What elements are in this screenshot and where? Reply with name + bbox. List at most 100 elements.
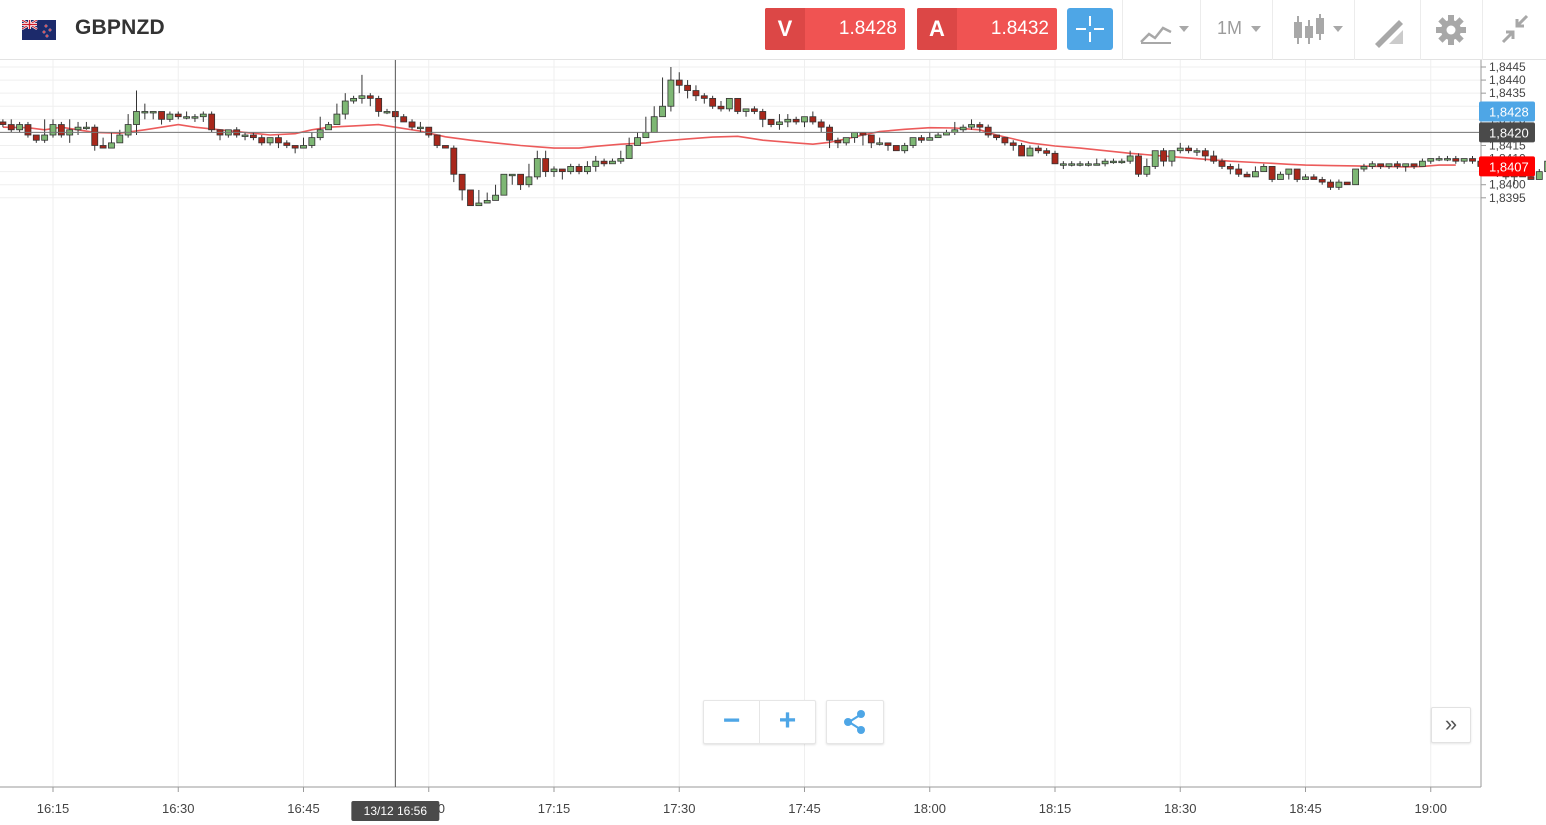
price-chart[interactable]: 1,84451,84401,84351,84301,84251,84201,84…: [0, 60, 1546, 825]
sell-button[interactable]: V 1.8428: [765, 8, 905, 50]
candle-body: [1343, 181, 1351, 186]
candle: [116, 129, 124, 144]
candle-body: [1252, 171, 1259, 178]
crosshair-time-tag: 13/12 16:56: [351, 801, 440, 821]
candle: [1135, 153, 1142, 177]
crosshair-icon: [1076, 16, 1104, 42]
candlestick-icon: [1294, 14, 1343, 44]
candle: [208, 111, 216, 133]
settings-button[interactable]: [1420, 0, 1482, 60]
buy-button[interactable]: A 1.8432: [917, 8, 1057, 50]
candle-body: [1335, 181, 1343, 188]
candle-body: [1009, 142, 1017, 146]
bid-price-tag-bg: [1479, 101, 1535, 122]
candle-body: [166, 113, 174, 120]
candle-body: [341, 100, 349, 115]
candle-body: [542, 158, 550, 173]
candle-body: [734, 97, 742, 112]
candle: [1101, 158, 1109, 167]
candle-body: [408, 121, 416, 128]
candle: [776, 114, 783, 130]
candle-body: [1419, 160, 1426, 167]
candle-body: [609, 160, 616, 165]
candle-body: [1226, 166, 1234, 170]
sell-price: 1.8428: [838, 18, 897, 39]
candle-body: [358, 95, 366, 99]
candle-body: [308, 137, 316, 146]
candle: [884, 142, 892, 151]
candle: [968, 119, 975, 130]
candle-body: [1285, 168, 1293, 175]
candle: [32, 134, 40, 143]
candle: [141, 103, 149, 120]
candle: [49, 119, 57, 138]
candle: [433, 134, 441, 149]
crosshair-price-tag-bg: [1479, 122, 1535, 143]
collapse-button[interactable]: [1482, 0, 1546, 60]
candle-body: [842, 137, 850, 144]
candle: [358, 74, 366, 104]
candle: [224, 129, 232, 138]
candle: [1034, 145, 1042, 154]
drawing-tools-button[interactable]: [1354, 0, 1420, 60]
candle: [684, 80, 691, 99]
candle-body: [266, 137, 274, 144]
crosshair-button[interactable]: [1067, 8, 1113, 50]
candle-body: [450, 147, 458, 175]
zoom-in-button[interactable]: +: [778, 704, 797, 737]
candle-body: [959, 126, 967, 131]
chart-type-dropdown[interactable]: [1122, 0, 1200, 60]
candle-body: [1293, 168, 1301, 180]
candle-body: [492, 194, 499, 201]
candle-body: [174, 113, 182, 118]
candle: [1368, 161, 1376, 170]
y-tick-label: 1,8400: [1489, 178, 1526, 192]
candle: [550, 166, 558, 177]
candle-body: [1085, 163, 1092, 166]
candle: [1535, 169, 1543, 180]
candle-body: [600, 160, 608, 165]
zoom-out-button[interactable]: −: [704, 701, 760, 743]
candle-body: [99, 145, 107, 149]
candle: [984, 124, 992, 138]
candle-body: [1068, 163, 1076, 166]
share-button[interactable]: [826, 700, 884, 744]
candle: [717, 101, 725, 112]
candle: [976, 121, 984, 133]
candle: [634, 132, 641, 146]
candle: [1185, 145, 1192, 154]
candle-style-dropdown[interactable]: [1272, 0, 1354, 60]
candle-body: [742, 108, 750, 112]
crosshair-time-label: 13/12 16:56: [364, 804, 428, 818]
scroll-to-end-button[interactable]: »: [1431, 707, 1471, 743]
candle: [1201, 148, 1209, 162]
candle-body: [776, 121, 783, 125]
candle: [533, 150, 541, 180]
toolbar: GBPNZD V 1.8428 A 1.8432 1M: [0, 0, 1546, 60]
candle-body: [1143, 166, 1151, 175]
candle-body: [400, 116, 408, 123]
x-tick-label: 18:45: [1289, 801, 1322, 816]
candle: [333, 103, 341, 125]
candle: [659, 77, 666, 118]
candle: [408, 119, 416, 130]
candle: [1218, 158, 1226, 170]
candle-body: [550, 168, 558, 173]
candle-body: [191, 116, 199, 119]
candle: [584, 161, 591, 175]
sell-label: V: [765, 8, 805, 50]
candle: [834, 137, 842, 149]
candle-body: [333, 113, 341, 125]
candle: [1093, 158, 1101, 166]
candle: [291, 145, 299, 154]
candle-body: [416, 126, 424, 130]
candle: [91, 124, 99, 151]
candle-body: [575, 166, 583, 173]
bid-price-tag-label: 1,8428: [1489, 104, 1529, 119]
timeframe-dropdown[interactable]: [1200, 0, 1272, 60]
candle: [149, 111, 157, 120]
candle-body: [1185, 147, 1192, 152]
candle-body: [892, 145, 900, 152]
candle-body: [249, 134, 257, 139]
candle-body: [1435, 158, 1443, 161]
